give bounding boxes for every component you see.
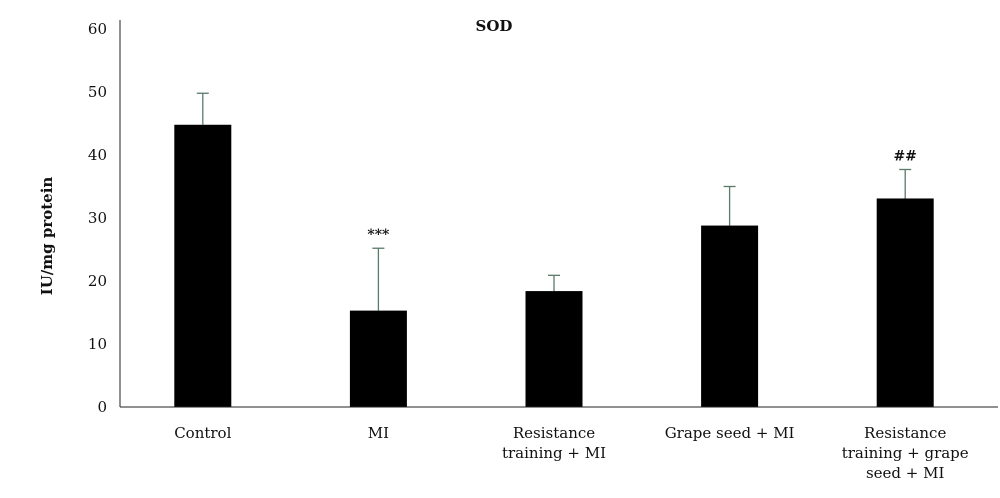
y-tick-label: 60 — [88, 20, 107, 38]
x-tick-label: Grape seed + MI — [665, 424, 795, 442]
x-tick-label-line: seed + MI — [866, 464, 945, 482]
annotations: *** ## — [367, 148, 917, 243]
x-tick-label: MI — [368, 424, 389, 442]
error-bars — [196, 92, 912, 311]
x-tick-label-line: MI — [368, 424, 389, 442]
x-tick-label-line: Resistance — [864, 424, 946, 442]
x-tick-label-line: Control — [174, 424, 231, 442]
x-tick-label-line: training + MI — [502, 444, 606, 462]
y-tick-label: 30 — [88, 209, 107, 227]
x-tick-label: Control — [174, 424, 231, 442]
y-tick-label: 50 — [88, 83, 107, 101]
y-tick-label: 10 — [88, 335, 107, 353]
significance-annotation: ## — [893, 148, 916, 164]
bar — [349, 310, 407, 407]
x-tick-label-line: Resistance — [513, 424, 595, 442]
x-tick-label: Resistance training + MI — [502, 424, 606, 462]
bar — [876, 198, 934, 407]
x-axis-categories: Control MI Resistance training + MI Grape se… — [174, 424, 969, 482]
bar — [174, 124, 232, 407]
significance-annotation: *** — [367, 227, 390, 243]
y-axis-ticks: 0 10 20 30 40 50 60 — [88, 20, 107, 416]
bars — [174, 124, 934, 407]
chart-title: SOD — [476, 17, 513, 35]
x-tick-label: Resistance training + grape seed + MI — [842, 424, 969, 482]
x-tick-label-line: training + grape — [842, 444, 969, 462]
y-tick-label: 40 — [88, 146, 107, 164]
x-tick-label-line: Grape seed + MI — [665, 424, 795, 442]
y-tick-label: 20 — [88, 272, 107, 290]
bar — [701, 225, 759, 407]
bar — [525, 291, 583, 407]
y-tick-label: 0 — [97, 398, 107, 416]
y-axis-label: IU/mg protein — [38, 177, 56, 296]
